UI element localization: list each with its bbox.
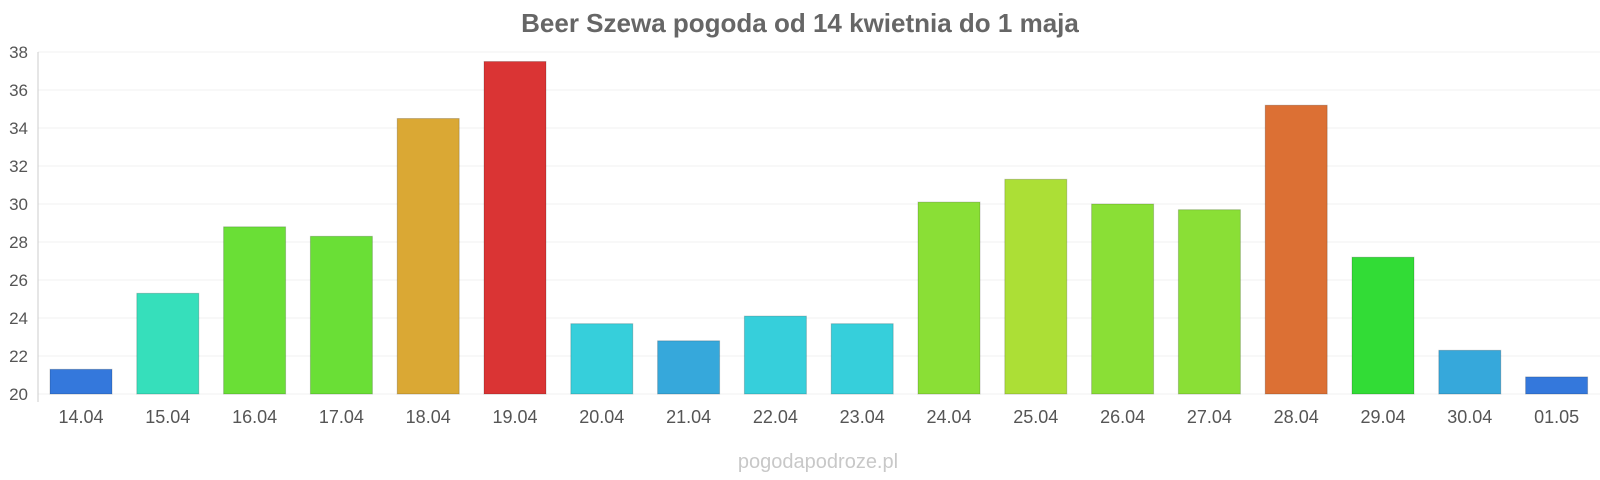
- bar-25.04: [1004, 178, 1068, 395]
- watermark: pogodapodroze.pl: [738, 451, 898, 473]
- x-tick-label: 26.04: [1100, 407, 1145, 427]
- x-tick-label: 17.04: [319, 407, 364, 427]
- x-tick-label: 24.04: [926, 407, 971, 427]
- x-tick-label: 18.04: [406, 407, 451, 427]
- bar-18.04: [396, 118, 460, 395]
- y-tick-label: 20: [9, 385, 28, 404]
- x-tick-label: 30.04: [1447, 407, 1492, 427]
- x-axis-ticks: 14.04 15.04 16.04 17.04 18.04 19.04 20.04 21.04…: [58, 407, 1579, 427]
- bar-27.04: [1177, 209, 1241, 395]
- x-tick-label: 25.04: [1013, 407, 1058, 427]
- x-tick-label: 23.04: [840, 407, 885, 427]
- x-tick-label: 22.04: [753, 407, 798, 427]
- y-tick-label: 28: [9, 233, 28, 252]
- x-tick-label: 15.04: [145, 407, 190, 427]
- bar-15.04: [136, 292, 200, 395]
- bar-28.04: [1264, 104, 1328, 395]
- y-tick-label: 26: [9, 271, 28, 290]
- x-tick-label: 14.04: [58, 407, 103, 427]
- bar-24.04: [917, 201, 981, 395]
- x-tick-label: 20.04: [579, 407, 624, 427]
- chart-title: Beer Szewa pogoda od 14 kwietnia do 1 ma…: [521, 8, 1079, 38]
- bar-21.04: [657, 340, 721, 395]
- y-tick-label: 22: [9, 347, 28, 366]
- x-tick-label: 29.04: [1360, 407, 1405, 427]
- x-tick-label: 01.05: [1534, 407, 1579, 427]
- bar-01.05: [1525, 376, 1589, 395]
- y-tick-label: 34: [9, 119, 28, 138]
- x-tick-label: 21.04: [666, 407, 711, 427]
- bar-22.04: [743, 315, 807, 395]
- bar-17.04: [309, 235, 373, 395]
- x-tick-label: 19.04: [492, 407, 537, 427]
- bars: [49, 61, 1589, 395]
- bar-16.04: [223, 226, 287, 395]
- bar-30.04: [1438, 349, 1502, 395]
- x-tick-label: 28.04: [1274, 407, 1319, 427]
- bar-14.04: [49, 368, 113, 395]
- gridlines: [38, 51, 1600, 395]
- bar-23.04: [830, 323, 894, 395]
- bar-26.04: [1091, 203, 1155, 395]
- bar-20.04: [570, 323, 634, 395]
- y-tick-label: 36: [9, 81, 28, 100]
- bar-29.04: [1351, 256, 1415, 395]
- x-tick-label: 16.04: [232, 407, 277, 427]
- y-axis-ticks: 20 22 24 26 28 30 32 34 36 38: [9, 43, 28, 404]
- x-tick-label: 27.04: [1187, 407, 1232, 427]
- bar-19.04: [483, 61, 547, 395]
- y-tick-label: 30: [9, 195, 28, 214]
- y-tick-label: 24: [9, 309, 28, 328]
- y-tick-label: 38: [9, 43, 28, 62]
- y-tick-label: 32: [9, 157, 28, 176]
